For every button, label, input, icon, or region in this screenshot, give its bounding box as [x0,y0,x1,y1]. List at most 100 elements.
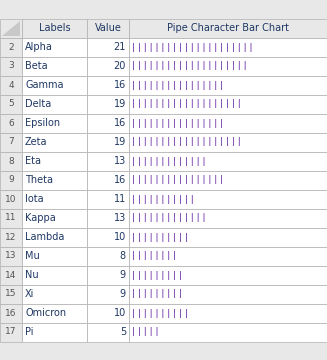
Bar [0,94,22,113]
Text: 2: 2 [8,42,14,51]
Bar [0,57,22,76]
Bar [22,57,87,76]
Bar [129,323,327,342]
Bar [129,208,327,228]
Bar [87,94,129,113]
Text: 4: 4 [8,81,14,90]
Bar [22,228,87,247]
Text: 5: 5 [8,99,14,108]
Text: Epsilon: Epsilon [25,118,60,128]
Bar [87,284,129,303]
Text: Beta: Beta [25,61,48,71]
Bar [22,266,87,284]
Text: | | | | | | | | | | | | | | | |: | | | | | | | | | | | | | | | | [132,81,223,90]
Bar [129,303,327,323]
Bar [87,132,129,152]
Text: 19: 19 [114,99,126,109]
Text: 9: 9 [8,175,14,184]
Text: 11: 11 [114,194,126,204]
Bar [129,57,327,76]
Bar [129,247,327,266]
Text: 16: 16 [114,175,126,185]
Text: 16: 16 [5,309,17,318]
Bar [0,189,22,208]
Bar [87,18,129,37]
Text: Iota: Iota [25,194,43,204]
Bar [22,113,87,132]
Bar [129,152,327,171]
Text: 21: 21 [113,42,126,52]
Bar [22,189,87,208]
Text: 16: 16 [114,80,126,90]
Bar [87,171,129,189]
Bar [87,76,129,94]
Text: Omicron: Omicron [25,308,66,318]
Text: 15: 15 [5,289,17,298]
Text: Alpha: Alpha [25,42,53,52]
Text: Mu: Mu [25,251,40,261]
Text: | | | | | | | | | | | | | | | | | | |: | | | | | | | | | | | | | | | | | | | [132,99,241,108]
Text: | | | | | | | | | |: | | | | | | | | | | [132,309,188,318]
Text: 3: 3 [8,62,14,71]
Bar [129,113,327,132]
Text: Labels: Labels [39,23,70,33]
Bar [0,76,22,94]
Bar [22,37,87,57]
Bar [129,18,327,37]
Text: 6: 6 [8,118,14,127]
Bar [87,208,129,228]
Bar [0,132,22,152]
Bar [129,266,327,284]
Bar [87,189,129,208]
Bar [0,266,22,284]
Text: 8: 8 [120,251,126,261]
Text: 11: 11 [5,213,17,222]
Text: | | | | |: | | | | | [132,328,159,337]
Text: | | | | | | | | | | | | |: | | | | | | | | | | | | | [132,213,205,222]
Bar [0,171,22,189]
Bar [0,152,22,171]
Bar [22,284,87,303]
Text: | | | | | | | | | | |: | | | | | | | | | | | [132,194,194,203]
Bar [87,152,129,171]
Bar [87,266,129,284]
Text: Nu: Nu [25,270,39,280]
Bar [129,132,327,152]
Bar [0,323,22,342]
Bar [129,189,327,208]
Bar [22,303,87,323]
Bar [0,18,22,37]
Bar [0,228,22,247]
Bar [0,284,22,303]
Text: | | | | | | | | |: | | | | | | | | | [132,289,182,298]
Text: | | | | | | | | |: | | | | | | | | | [132,270,182,279]
Bar [87,37,129,57]
Bar [129,171,327,189]
Bar [87,247,129,266]
Text: Pi: Pi [25,327,33,337]
Bar [0,113,22,132]
Bar [129,37,327,57]
Bar [22,76,87,94]
Text: 13: 13 [5,252,17,261]
Text: Eta: Eta [25,156,41,166]
Bar [87,303,129,323]
Text: 10: 10 [114,232,126,242]
Bar [0,303,22,323]
Polygon shape [2,21,20,36]
Text: 16: 16 [114,118,126,128]
Text: 9: 9 [120,289,126,299]
Text: 19: 19 [114,137,126,147]
Text: Pipe Character Bar Chart: Pipe Character Bar Chart [167,23,289,33]
Bar [129,76,327,94]
Text: | | | | | | | | | | | | |: | | | | | | | | | | | | | [132,157,205,166]
Text: 14: 14 [5,270,17,279]
Text: | | | | | | | | | | | | | | | |: | | | | | | | | | | | | | | | | [132,118,223,127]
Text: 12: 12 [5,233,17,242]
Text: | | | | | | | | | | | | | | | | | | | |: | | | | | | | | | | | | | | | | | | | | [132,62,247,71]
Bar [129,94,327,113]
Bar [22,208,87,228]
Text: 9: 9 [120,270,126,280]
Text: 10: 10 [114,308,126,318]
Bar [129,228,327,247]
